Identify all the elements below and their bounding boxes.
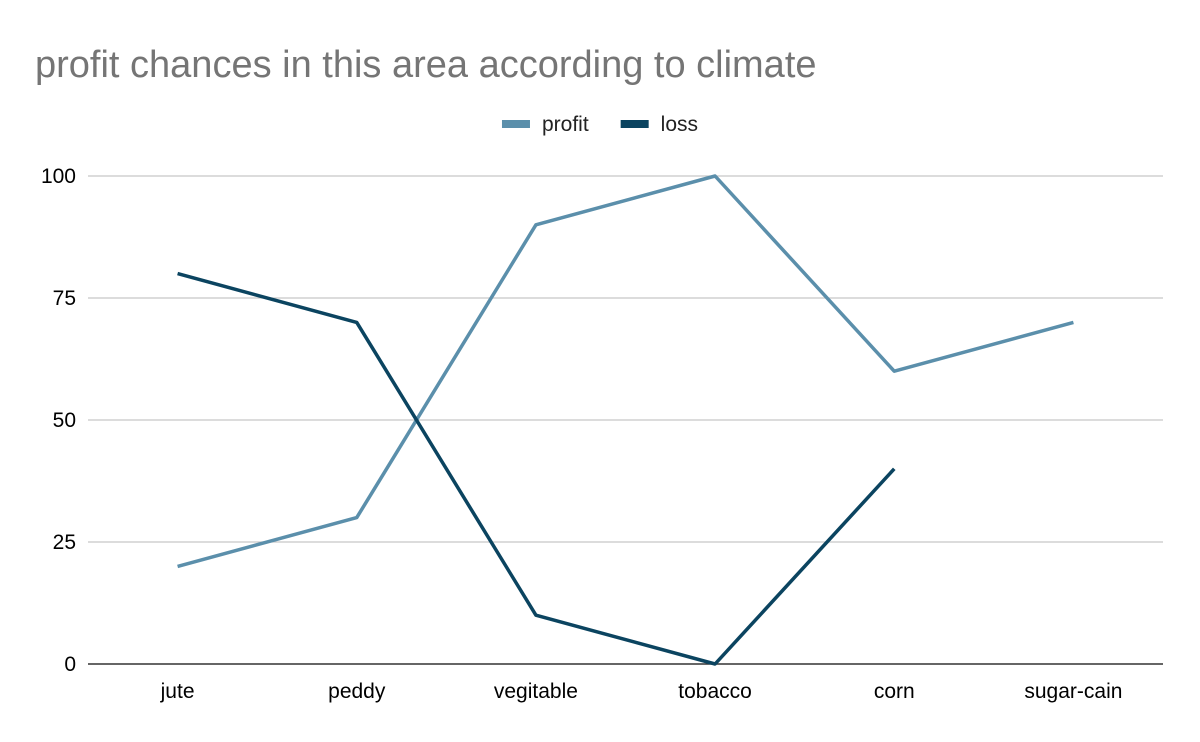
y-axis: 0 25 50 75 100 bbox=[41, 165, 76, 676]
legend-item-loss[interactable]: loss bbox=[620, 113, 698, 136]
x-axis: jute peddy vegitable tobacco corn sugar-cain bbox=[160, 680, 1123, 703]
chart-title: profit chances in this area according to… bbox=[35, 44, 817, 86]
x-tick-label: jute bbox=[160, 680, 195, 703]
legend-label: loss bbox=[661, 113, 698, 136]
y-tick-label: 50 bbox=[53, 409, 76, 432]
series-lines bbox=[177, 174, 1074, 666]
gridlines bbox=[88, 175, 1163, 665]
legend-item-profit[interactable]: profit bbox=[501, 113, 589, 136]
y-tick-label: 25 bbox=[53, 531, 76, 554]
legend-swatch bbox=[620, 120, 649, 128]
legend-label: profit bbox=[542, 113, 589, 136]
series-line-loss[interactable] bbox=[177, 271, 896, 666]
x-tick-label: tobacco bbox=[678, 680, 752, 703]
y-tick-label: 100 bbox=[41, 165, 76, 188]
x-tick-label: vegitable bbox=[494, 680, 578, 703]
y-tick-label: 0 bbox=[64, 653, 76, 676]
x-tick-label: corn bbox=[874, 680, 915, 703]
series-line-profit[interactable] bbox=[177, 174, 1074, 569]
x-tick-label: sugar-cain bbox=[1024, 680, 1122, 703]
legend[interactable]: profit loss bbox=[501, 113, 698, 136]
x-tick-label: peddy bbox=[328, 680, 386, 703]
legend-swatch bbox=[501, 120, 530, 128]
y-tick-label: 75 bbox=[53, 287, 76, 310]
